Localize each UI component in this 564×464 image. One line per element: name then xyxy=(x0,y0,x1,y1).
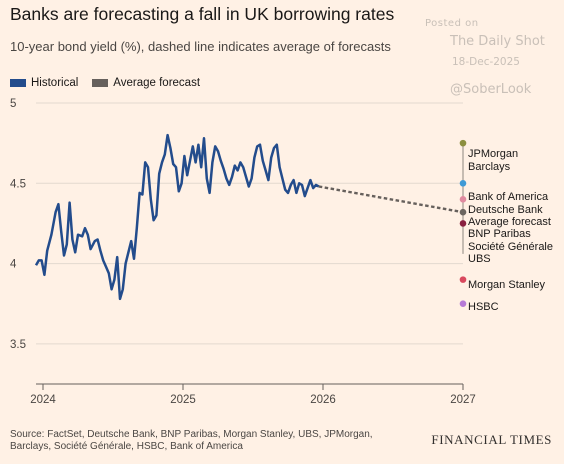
forecast-dot xyxy=(459,139,467,147)
y-tick-label: 5 xyxy=(10,98,16,110)
forecast-dot xyxy=(459,208,467,216)
legend: Historical Average forecast xyxy=(10,77,200,89)
forecast-label: Bank of America xyxy=(468,191,549,203)
forecast-dot xyxy=(459,300,467,308)
legend-swatch-historical xyxy=(10,79,26,87)
x-tick-label: 2025 xyxy=(170,394,196,406)
legend-item-average-forecast: Average forecast xyxy=(92,77,200,89)
legend-swatch-average-forecast xyxy=(92,79,109,87)
forecast-dot xyxy=(459,196,467,203)
y-tick-label: 3.5 xyxy=(10,339,26,351)
x-tick-label: 2027 xyxy=(450,394,476,406)
forecast-label: Morgan Stanley xyxy=(468,279,546,291)
x-tick-label: 2024 xyxy=(30,394,56,406)
forecast-label: UBS xyxy=(468,253,491,265)
watermark-source: The Daily Shot xyxy=(450,34,545,49)
legend-label-historical: Historical xyxy=(31,77,79,89)
y-tick-label: 4.5 xyxy=(10,178,26,190)
watermark-posted: Posted on xyxy=(425,18,479,29)
chart-subtitle: 10-year bond yield (%), dashed line indi… xyxy=(10,39,391,54)
forecast-label: Société Générale xyxy=(468,241,553,253)
legend-label-average-forecast: Average forecast xyxy=(113,77,201,89)
forecast-dot xyxy=(459,276,467,283)
legend-item-historical: Historical xyxy=(10,77,78,89)
series-line-average-forecast xyxy=(318,185,464,214)
watermark-handle: @SoberLook xyxy=(450,82,532,97)
source-note: Source: FactSet, Deutsche Bank, BNP Pari… xyxy=(10,429,373,452)
y-tick-label: 4 xyxy=(10,259,17,271)
forecast-dot xyxy=(459,179,467,187)
brand-logo: FINANCIAL TIMES xyxy=(431,432,552,447)
x-tick-label: 2026 xyxy=(310,394,336,406)
watermark-date: 18-Dec-2025 xyxy=(452,56,520,68)
forecast-label: HSBC xyxy=(468,301,499,313)
series-line-historical xyxy=(34,133,320,301)
forecast-label: Average forecast xyxy=(468,216,551,228)
forecast-label: Deutsche Bank xyxy=(468,204,543,216)
chart-title: Banks are forecasting a fall in UK borro… xyxy=(10,4,395,24)
forecast-label: JPMorgan xyxy=(468,148,518,160)
forecast-label: BNP Paribas xyxy=(468,228,531,240)
forecast-label: Barclays xyxy=(468,161,511,173)
forecast-dot xyxy=(459,220,467,227)
